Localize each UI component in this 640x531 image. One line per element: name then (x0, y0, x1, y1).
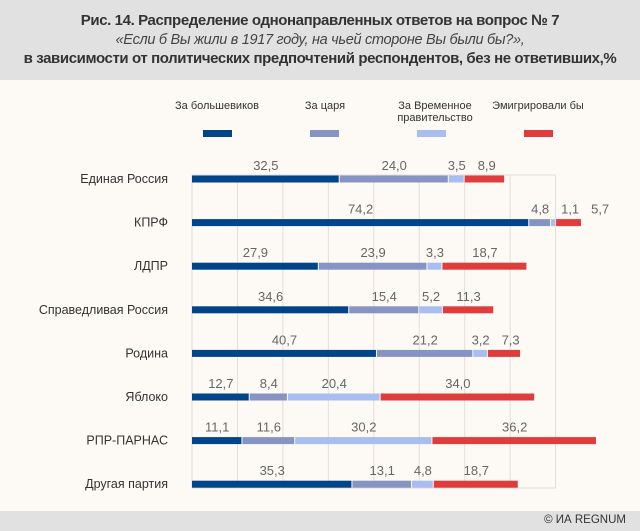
data-label: 8,4 (260, 376, 278, 391)
bar-segment (380, 393, 535, 401)
data-label: 5,2 (422, 289, 440, 304)
bar-segment (339, 175, 448, 183)
bar-segment (192, 219, 529, 227)
bar-segment (551, 219, 556, 227)
legend-swatch-provisional-government (417, 130, 446, 137)
data-label: 23,9 (360, 245, 385, 260)
data-label: 34,0 (445, 376, 470, 391)
legend-label-provisional-government: За Временное правительство (397, 100, 473, 124)
bar-segment (432, 437, 596, 445)
bar-segment (349, 306, 419, 314)
bar-segment (556, 219, 581, 227)
data-label: 15,4 (372, 289, 397, 304)
data-label: 3,2 (472, 332, 490, 347)
category-label: Яблоко (125, 390, 168, 404)
data-label: 3,3 (426, 245, 444, 260)
bar-segment (242, 437, 295, 445)
category-label: КПРФ (134, 216, 168, 230)
data-label: 20,4 (322, 376, 347, 391)
legend-label-emigrate: Эмигрировали бы (492, 100, 584, 112)
chart-subtitle: в зависимости от политических предпочтен… (23, 50, 617, 67)
bar-segment (249, 393, 287, 401)
data-label: 24,0 (382, 158, 407, 173)
data-label: 34,6 (258, 289, 283, 304)
bar-segment (448, 175, 464, 183)
bar-segment (318, 262, 427, 270)
copyright-credit: © ИА REGNUM (544, 514, 626, 526)
legend-swatch-tsar (310, 130, 339, 137)
bar-segment (192, 349, 376, 357)
data-label: 12,7 (208, 376, 233, 391)
data-label: 35,3 (260, 463, 285, 478)
data-label: 4,8 (531, 202, 549, 217)
chart-header: Рис. 14. Распределение однонаправленных … (0, 0, 640, 80)
bar-segment (192, 393, 249, 401)
bar-segment (352, 480, 411, 488)
data-label: 18,7 (472, 245, 497, 260)
category-label: ЛДПР (134, 259, 168, 273)
data-label: 32,5 (253, 158, 278, 173)
category-label: РПР-ПАРНАС (86, 434, 168, 448)
bar-segment (376, 349, 473, 357)
bar-segment (287, 393, 380, 401)
data-label: 21,2 (413, 332, 438, 347)
category-label: Справедливая Россия (39, 303, 168, 317)
chart-question: «Если б Вы жили в 1917 году, на чьей сто… (115, 32, 525, 48)
bar-segment (192, 306, 349, 314)
bar-segment (192, 437, 242, 445)
bar-segment (192, 262, 318, 270)
category-label: Единая Россия (80, 172, 168, 186)
legend-swatch-emigrate (524, 130, 553, 137)
bar-segment (442, 262, 527, 270)
data-label: 4,8 (414, 463, 432, 478)
chart-title: Рис. 14. Распределение однонаправленных … (80, 12, 560, 29)
bar-segment (473, 349, 487, 357)
data-label: 11,1 (205, 420, 229, 435)
data-label: 74,2 (348, 202, 373, 217)
data-label: 5,7 (591, 202, 609, 217)
data-label: 13,1 (370, 463, 395, 478)
footer: © ИА REGNUM (0, 511, 640, 531)
category-label: Другая партия (85, 477, 168, 491)
data-label: 3,5 (448, 158, 466, 173)
bar-segment (419, 306, 442, 314)
legend-label-bolsheviks: За большевиков (175, 100, 259, 112)
data-label: 11,3 (456, 289, 480, 304)
data-label: 11,6 (257, 420, 281, 435)
bar-segment (433, 480, 518, 488)
data-label: 18,7 (464, 463, 489, 478)
bar-segment (464, 175, 505, 183)
category-label: Родина (125, 346, 168, 360)
legend-label-tsar: За царя (304, 100, 346, 112)
data-label: 36,2 (502, 420, 527, 435)
bar-segment (411, 480, 433, 488)
legend-swatch-bolsheviks (203, 130, 232, 137)
data-label: 40,7 (272, 332, 297, 347)
data-label: 27,9 (243, 245, 268, 260)
bar-segment (427, 262, 442, 270)
data-label: 8,9 (478, 158, 496, 173)
bar-segment (192, 175, 339, 183)
bar-segment (529, 219, 551, 227)
bar-segment (295, 437, 432, 445)
bar-segment (192, 480, 352, 488)
bar-segment (442, 306, 494, 314)
data-label: 1,1 (561, 202, 579, 217)
bar-segment (487, 349, 521, 357)
data-label: 7,3 (502, 332, 520, 347)
data-label: 30,2 (351, 420, 376, 435)
